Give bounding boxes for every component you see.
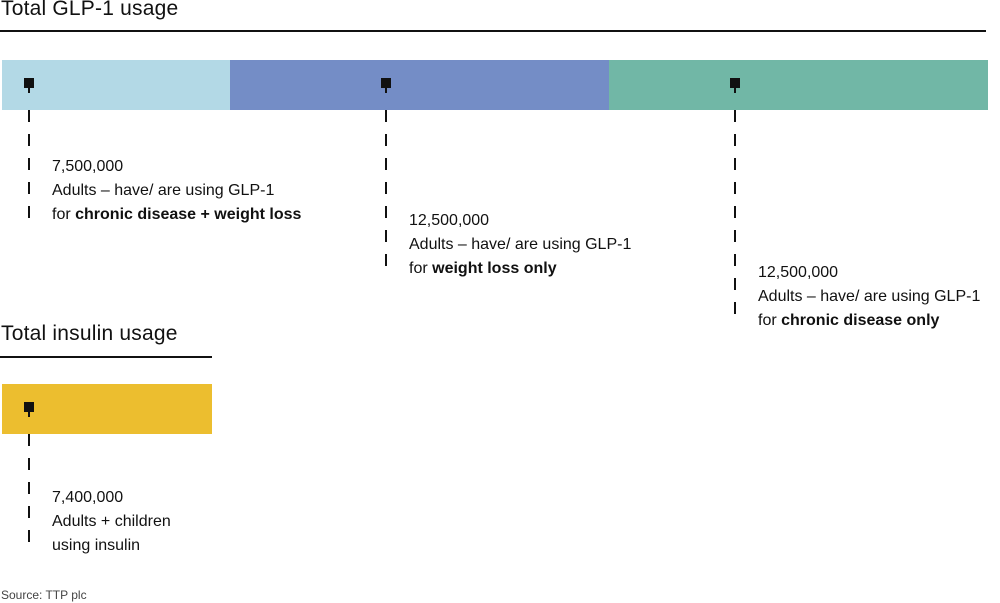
leader-dash [734, 254, 736, 266]
leader-dash [28, 506, 30, 518]
description-for-line: for chronic disease + weight loss [52, 203, 301, 227]
value-label: 12,500,000 [758, 264, 839, 281]
insulin-title: Total insulin usage [1, 322, 178, 345]
leader-dash [385, 158, 387, 170]
leader-line [734, 110, 736, 327]
marker-stem [28, 88, 30, 93]
description-for-line: for weight loss only [409, 257, 631, 281]
leader-dash [385, 134, 387, 146]
glp1-label-chronic-weight: 7,500,000 Adults – have/ are using GLP-1… [52, 155, 301, 227]
description-line: Adults – have/ are using GLP-1 [52, 182, 275, 199]
glp1-title-rule [0, 30, 986, 32]
value-label: 12,500,000 [409, 212, 490, 229]
leader-dash [734, 230, 736, 242]
leader-dash [385, 254, 387, 266]
value-label: 7,400,000 [52, 489, 124, 506]
leader-dash [28, 206, 30, 218]
leader-dash [28, 182, 30, 194]
leader-dash [734, 206, 736, 218]
description-line: Adults – have/ are using GLP-1 [409, 236, 632, 253]
bar-marker [24, 78, 34, 88]
bar-marker [730, 78, 740, 88]
glp1-label-chronic-only: 12,500,000 Adults – have/ are using GLP-… [758, 261, 980, 333]
bar-marker [24, 402, 34, 412]
bar-segment [229, 60, 609, 110]
category-emphasis: chronic disease only [781, 312, 940, 329]
marker-stem [385, 88, 387, 93]
leader-dash [28, 158, 30, 170]
leader-dash [385, 206, 387, 218]
bar-marker [381, 78, 391, 88]
leader-dash [28, 110, 30, 122]
for-prefix: for [409, 260, 433, 277]
description-line: Adults + children [52, 513, 171, 530]
glp1-stacked-bar [2, 60, 988, 110]
source-note: Source: TTP plc [1, 588, 87, 602]
value-label: 7,500,000 [52, 158, 124, 175]
category-emphasis: chronic disease + weight loss [75, 206, 302, 223]
leader-dash [734, 302, 736, 314]
glp1-label-weight-only: 12,500,000 Adults – have/ are using GLP-… [409, 209, 631, 281]
leader-dash [734, 158, 736, 170]
description-line-2: using insulin [52, 537, 141, 554]
marker-stem [734, 88, 736, 93]
leader-dash [28, 134, 30, 146]
for-prefix: for [52, 206, 76, 223]
description-for-line: for chronic disease only [758, 309, 980, 333]
leader-dash [28, 458, 30, 470]
leader-dash [28, 482, 30, 494]
leader-line [385, 110, 387, 275]
leader-dash [734, 110, 736, 122]
leader-dash [385, 182, 387, 194]
leader-dash [385, 110, 387, 122]
leader-line [28, 434, 30, 552]
leader-dash [734, 278, 736, 290]
description-line: Adults – have/ are using GLP-1 [758, 288, 981, 305]
leader-dash [28, 530, 30, 542]
leader-dash [28, 434, 30, 446]
leader-dash [734, 182, 736, 194]
leader-line [28, 110, 30, 221]
marker-stem [28, 412, 30, 417]
glp1-title: Total GLP-1 usage [1, 0, 179, 20]
leader-dash [385, 230, 387, 242]
bar-segment [2, 384, 212, 434]
leader-dash [734, 134, 736, 146]
insulin-stacked-bar [2, 384, 212, 434]
insulin-title-rule [0, 356, 212, 358]
insulin-label: 7,400,000 Adults + children using insuli… [52, 486, 171, 558]
bar-segment [2, 60, 230, 110]
category-emphasis: weight loss only [432, 260, 557, 277]
for-prefix: for [758, 312, 782, 329]
bar-segment [608, 60, 988, 110]
